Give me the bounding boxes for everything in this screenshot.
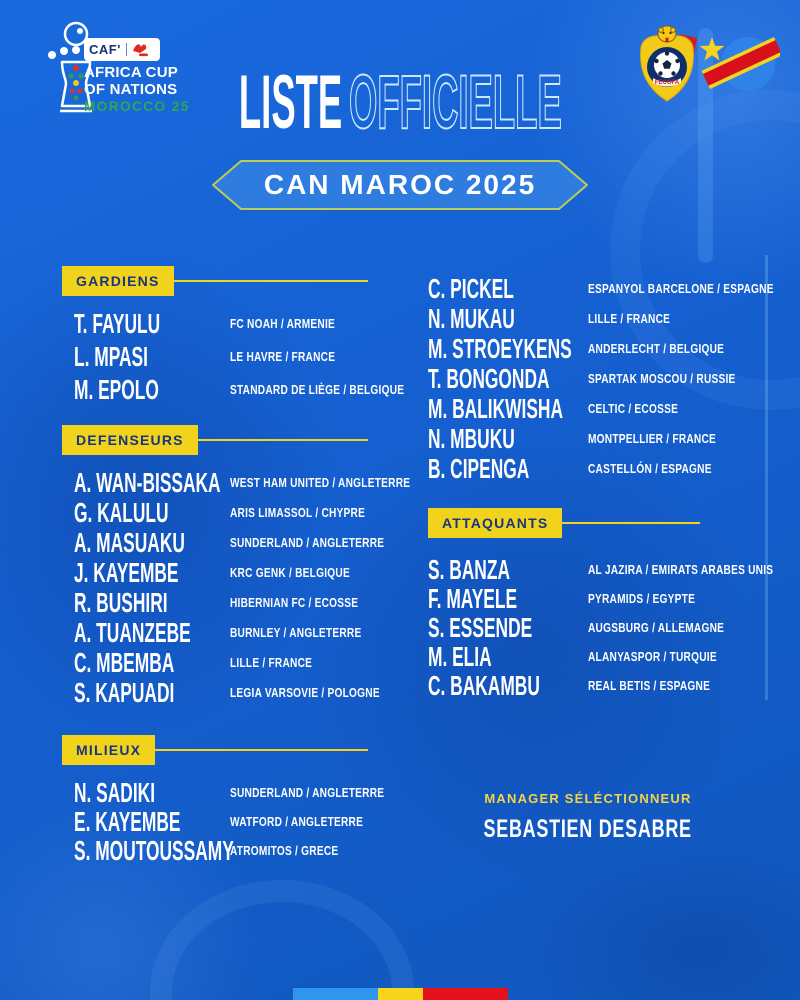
player-club: CELTIC / ECOSSE [588,401,679,416]
tournament-banner: CAN MAROC 2025 [205,156,595,214]
page-title: LISTEOFFICIELLE [0,64,800,142]
player-club: ATROMITOS / GRECE [230,842,339,858]
player-club: PYRAMIDS / EGYPTE [588,590,696,606]
caf-line3: MOROCCO 25 [84,99,190,114]
player-name: A. WAN-BISSAKA [74,467,221,498]
player-name: C. PICKEL [428,273,514,304]
player-name: S. BANZA [428,553,510,585]
player-name: T. BONGONDA [428,363,550,394]
section-header-attaquants: ATTAQUANTS [428,508,700,538]
banner-label: CAN MAROC 2025 [263,169,537,200]
player-club: LEGIA VARSOVIE / POLOGNE [230,685,380,700]
player-club: WEST HAM UNITED / ANGLETERRE [230,475,411,490]
player-club: LE HAVRE / FRANCE [230,348,336,364]
player-club: SUNDERLAND / ANGLETERRE [230,784,385,800]
player-name: M. BALIKWISHA [428,393,564,424]
caf-bird-icon [132,44,148,57]
player-club: ANDERLECHT / BELGIQUE [588,341,725,356]
player-club: HIBERNIAN FC / ECOSSE [230,595,359,610]
title-officielle: OFFICIELLE [348,60,562,145]
section-header-milieux: MILIEUX [62,735,368,765]
title-liste: LISTE [238,60,342,145]
player-name: J. KAYEMBE [74,557,179,588]
player-club: KRC GENK / BELGIQUE [230,565,350,580]
player-name: N. MBUKU [428,423,515,454]
player-club: REAL BETIS / ESPAGNE [588,677,711,693]
caf-label: CAF' [89,42,121,57]
player-name: N. SADIKI [74,776,156,808]
section-underline [173,280,368,282]
drc-flag-icon [696,28,783,117]
player-club: STANDARD DE LIÈGE / BELGIQUE [230,381,405,397]
fecofa-label: FECOFA [655,80,680,86]
section-label-milieux: MILIEUX [62,735,156,765]
section-underline [562,522,700,524]
drc-tricolor-stripe [293,988,508,1000]
section-underline [197,439,368,441]
player-name: S. ESSENDE [428,611,533,643]
afcon-trophy-icon [36,20,118,120]
section-label-defenseurs: DEFENSEURS [62,425,198,455]
player-name: L. MPASI [74,340,148,372]
player-name: C. BAKAMBU [428,669,540,701]
player-club: WATFORD / ANGLETERRE [230,813,364,829]
player-name: F. MAYELE [428,582,518,614]
background-shape-9 [150,880,414,1000]
player-name: M. STROEYKENS [428,333,572,364]
player-name: G. KALULU [74,497,169,528]
manager-label: MANAGER SÉLÉCTIONNEUR [484,791,692,806]
player-name: A. TUANZEBE [74,617,191,648]
manager-block: MANAGER SÉLÉCTIONNEUR SEBASTIEN DESABRE [438,791,738,844]
player-name: A. MASUAKU [74,527,185,558]
caf-line1: AFRICA CUP [84,64,178,81]
player-name: C. MBEMBA [74,647,175,678]
fecofa-crest: FECOFA [630,24,704,115]
player-name: M. EPOLO [74,373,159,405]
caf-divider [125,43,127,56]
caf-wordmark: CAF' AFRICA CUP OF NATIONS MOROCCO 25 [84,38,190,114]
player-club: AL JAZIRA / EMIRATS ARABES UNIS [588,561,774,577]
player-name: R. BUSHIRI [74,587,168,618]
player-club: LILLE / FRANCE [230,655,313,670]
player-name: E. KAYEMBE [74,805,181,837]
section-header-defenseurs: DEFENSEURS [62,425,368,455]
caf-line2: OF NATIONS [84,80,178,98]
player-club: ALANYASPOR / TURQUIE [588,648,717,664]
player-name: T. FAYULU [74,307,161,339]
section-label-gardiens: GARDIENS [62,266,174,296]
manager-name: SEBASTIEN DESABRE [483,815,693,843]
player-club: FC NOAH / ARMENIE [230,315,336,331]
player-club: MONTPELLIER / FRANCE [588,431,717,446]
player-club: ESPANYOL BARCELONE / ESPAGNE [588,281,774,296]
player-name: N. MUKAU [428,303,515,334]
background-shape-4 [765,255,768,700]
player-club: SPARTAK MOSCOU / RUSSIE [588,371,736,386]
caf-logo-box: CAF' [84,38,160,61]
stripe-red [423,988,508,1000]
stripe-yellow [378,988,423,1000]
player-name: B. CIPENGA [428,453,530,484]
player-name: S. KAPUADI [74,677,175,708]
player-club: ARIS LIMASSOL / CHYPRE [230,505,366,520]
player-club: SUNDERLAND / ANGLETERRE [230,535,385,550]
section-label-attaquants: ATTAQUANTS [428,508,563,538]
banner-shape [212,160,588,210]
stripe-blue [293,988,378,1000]
player-club: AUGSBURG / ALLEMAGNE [588,619,725,635]
player-name: M. ELIA [428,640,492,672]
player-club: CASTELLÓN / ESPAGNE [588,461,712,476]
section-header-gardiens: GARDIENS [62,266,368,296]
section-underline [155,749,368,751]
player-club: BURNLEY / ANGLETERRE [230,625,362,640]
player-club: LILLE / FRANCE [588,311,671,326]
background-shape-8 [520,840,800,1000]
player-name: S. MOUTOUSSAMY [74,834,234,866]
